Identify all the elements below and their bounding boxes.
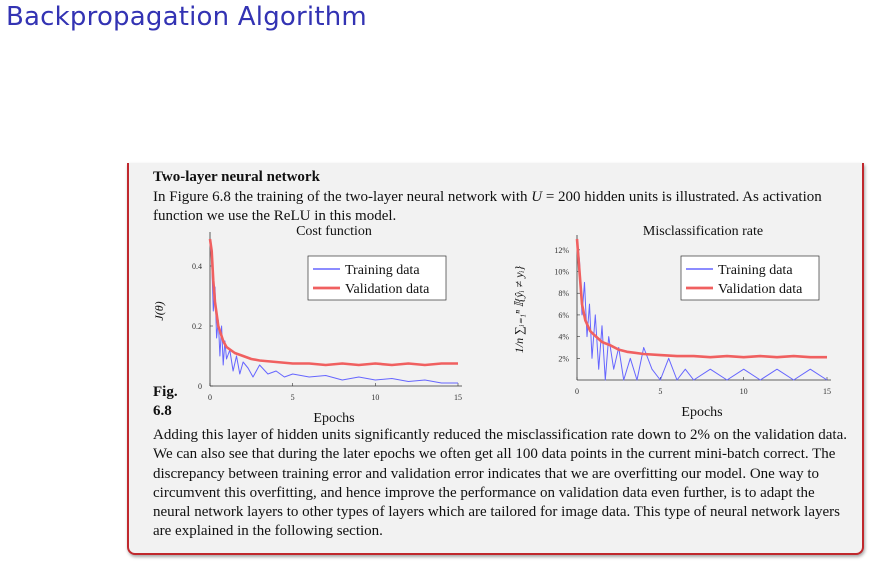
y-tick-label: 4% bbox=[558, 333, 569, 342]
y-tick-label: 0.2 bbox=[192, 322, 202, 331]
y-tick-label: 0.4 bbox=[192, 262, 202, 271]
legend-label: Training data bbox=[345, 263, 420, 278]
y-tick-label: 0 bbox=[198, 382, 202, 391]
y-tick-label: 6% bbox=[558, 311, 569, 320]
chart-title: Misclassification rate bbox=[643, 224, 763, 239]
y-axis-label: 1/n ∑ᵢ₌₁ⁿ 𝕀{ŷᵢ ≠ yᵢ} bbox=[512, 266, 526, 354]
series-line-training bbox=[576, 238, 828, 381]
x-tick-label: 0 bbox=[575, 387, 579, 396]
x-tick-label: 5 bbox=[291, 393, 295, 402]
legend-label: Training data bbox=[718, 263, 793, 278]
slide-title: Backpropagation Algorithm bbox=[6, 2, 367, 32]
y-tick-label: 8% bbox=[558, 289, 569, 298]
x-tick-label: 5 bbox=[658, 387, 662, 396]
chart-title: Cost function bbox=[296, 224, 372, 239]
x-tick-label: 10 bbox=[371, 393, 379, 402]
series-line-validation bbox=[208, 238, 458, 367]
series-line-validation bbox=[575, 238, 827, 359]
figure-label: Fig. 6.8 bbox=[153, 384, 178, 419]
x-tick-label: 15 bbox=[823, 387, 831, 396]
chart-svg: Misclassification rate 0 5 10 15 2% 4% 6% 8% 10% 1… bbox=[512, 224, 831, 420]
chart-svg: Cost function 0 5 10 15 0 0.2 0.4 Epochs J(θ) Trai… bbox=[152, 224, 462, 426]
series-line-training bbox=[209, 241, 458, 384]
intro-text: In Figure 6.8 the training of the two-la… bbox=[153, 188, 853, 226]
x-axis-label: Epochs bbox=[313, 411, 354, 426]
x-tick-label: 15 bbox=[454, 393, 462, 402]
intro-variable: U bbox=[531, 189, 543, 205]
intro-post: = 200 hidden units is illustrated. As ac… bbox=[153, 189, 822, 224]
misclassification-chart: Misclassification rate 0 5 10 15 2% 4% 6% 8% 10% 1… bbox=[501, 223, 841, 423]
intro-pre: In Figure 6.8 the training of the two-la… bbox=[153, 189, 532, 205]
y-tick-label: 2% bbox=[558, 354, 569, 363]
legend-box bbox=[680, 255, 820, 301]
x-axis-label: Epochs bbox=[681, 405, 722, 420]
cost-function-chart: Cost function 0 5 10 15 0 0.2 0.4 Epochs J(θ) Trai… bbox=[152, 223, 483, 426]
x-tick-label: 10 bbox=[740, 387, 748, 396]
legend-box bbox=[307, 255, 447, 301]
y-axis-label: J(θ) bbox=[152, 301, 166, 320]
body-paragraph: Adding this layer of hidden units signif… bbox=[153, 427, 847, 540]
legend-label: Validation data bbox=[718, 282, 803, 297]
y-tick-label: 10% bbox=[554, 268, 569, 277]
legend-label: Validation data bbox=[345, 282, 430, 297]
y-tick-label: 12% bbox=[554, 246, 569, 255]
block-title: Two-layer neural network bbox=[153, 169, 320, 185]
content-block: Two-layer neural network In Figure 6.8 t… bbox=[127, 163, 864, 555]
x-tick-label: 0 bbox=[208, 393, 212, 402]
